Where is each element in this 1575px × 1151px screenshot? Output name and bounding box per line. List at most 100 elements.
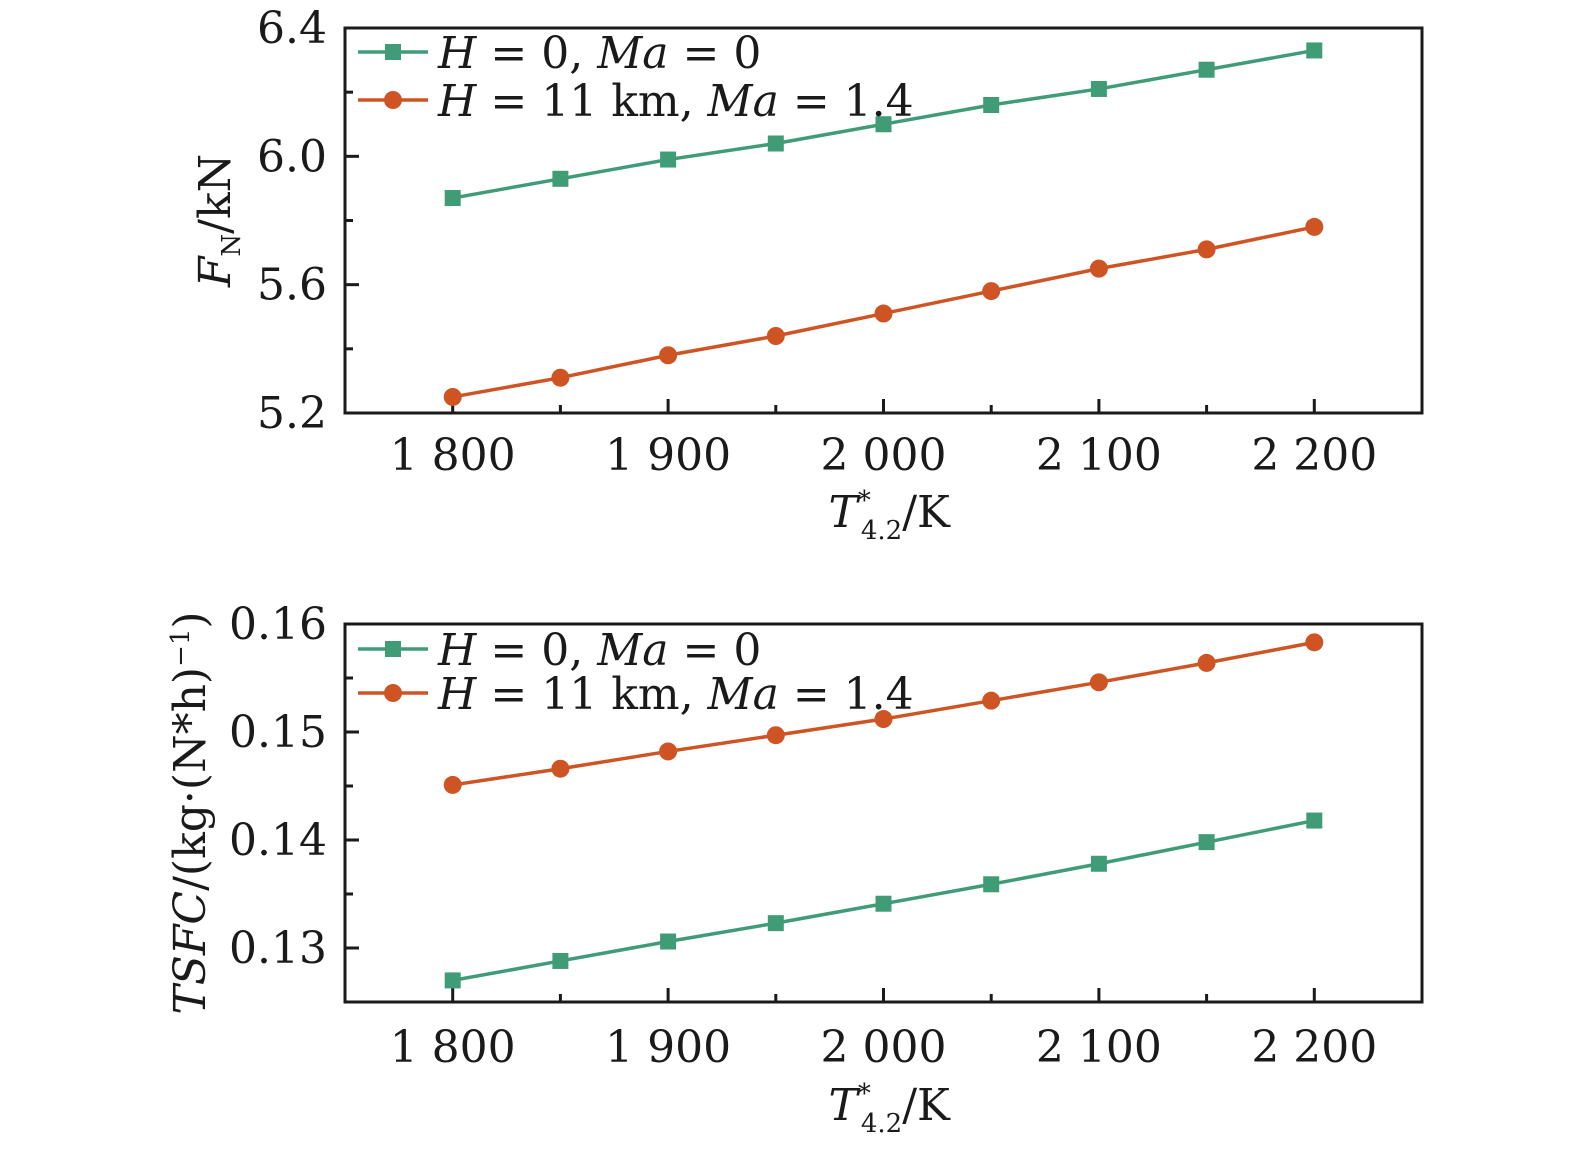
y-tick-label: 0.13 [229,923,327,974]
series-h0-ma0 [444,42,1323,207]
y-axis-superscript: −1 [166,629,196,667]
x-tick-label: 1 800 [390,430,516,481]
x-axis-superscript: * [858,486,871,516]
x-tick-label: 2 000 [821,430,947,481]
x-tick-label: 2 100 [1036,1022,1162,1073]
series-h11-ma14 [443,217,1324,406]
legend-label-part: = 11 km, [476,669,707,720]
data-point-square [875,116,892,133]
y-axis-unit: /(kg·(N*h) [165,667,216,891]
y-tick-label: 5.6 [257,260,327,311]
data-point-square [1090,855,1107,872]
legend-label: H = 11 km, Ma = 1.4 [437,76,914,127]
y-tick-label: 6.4 [257,3,327,54]
y-axis-title: FN/kN [190,154,247,288]
legend-label-part: H [437,28,478,79]
legend-label: H = 11 km, Ma = 1.4 [437,669,914,720]
data-point-circle [1305,633,1324,652]
data-point-square [444,190,461,207]
data-point-square [444,972,461,989]
legend-label-part: Ma [707,76,779,127]
y-tick-label: 6.0 [257,131,327,182]
x-tick-label: 2 100 [1036,430,1162,481]
x-axis-title: T* 4.2/K [829,486,952,546]
data-point-square [1198,834,1215,851]
y-axis-subscript: N [217,234,247,257]
data-point-square [1198,61,1215,78]
x-axis-subscript: 4.2 [861,1109,902,1139]
x-axis-title: T* 4.2/K [829,1079,952,1139]
legend-entry: H = 0, Ma = 0 [358,625,761,676]
data-point-square [1090,80,1107,97]
data-point-circle [551,368,570,387]
legend-entry: H = 0, Ma = 0 [358,28,761,79]
data-point-circle [659,742,678,761]
y-tick-label: 0.15 [229,707,327,758]
data-point-square [1306,42,1323,59]
legend-label-part: = 0, [476,625,597,676]
legend-circle-marker-icon [384,684,402,702]
legend-label-part: = 0 [668,28,761,79]
x-tick-label: 2 000 [821,1022,947,1073]
y-axis-symbol: F [190,255,241,288]
data-point-circle [1197,240,1216,259]
legend-label-part: H [437,76,478,127]
data-point-circle [659,346,678,365]
y-axis-close-paren: ) [165,611,216,628]
y-tick-label: 5.2 [257,388,327,439]
data-point-square [767,915,784,932]
data-point-circle [443,387,462,406]
data-point-circle [1197,653,1216,672]
data-point-square [552,170,569,187]
x-axis-unit: /K [902,487,951,538]
data-point-circle [1305,217,1324,236]
data-point-square [983,97,1000,113]
data-point-square [875,895,892,912]
data-point-circle [874,304,893,323]
series-h0-ma0 [444,812,1323,989]
data-point-circle [443,775,462,794]
x-tick-label: 1 800 [390,1022,516,1073]
data-point-circle [551,759,570,778]
thrust-chart-panel: 1 800 1 900 2 000 2 100 2 200 5.2 5.6 6.0 6.4 T* 4… [190,3,1424,546]
tsfc-chart-panel: 1 800 1 900 2 000 2 100 2 200 0.13 0.14 0.15 0.1… [165,599,1424,1139]
x-axis-superscript: * [858,1079,871,1109]
data-point-circle [766,327,785,345]
x-axis-symbol: T [829,487,862,538]
y-axis-unit: /kN [190,154,241,234]
data-point-circle [1089,259,1108,278]
y-tick-label: 0.14 [229,815,327,866]
x-tick-label: 1 900 [605,430,731,481]
x-tick-label: 1 900 [605,1022,731,1073]
x-axis-unit: /K [902,1080,951,1131]
legend-square-marker-icon [385,641,401,657]
legend-label-part: Ma [596,28,668,79]
data-point-square [767,135,784,152]
legend-label-part: = 1.4 [779,76,914,127]
data-point-square [552,952,569,969]
y-axis-title: TSFC/(kg·(N*h)−1) [165,611,216,1014]
series-h11-ma14 [443,633,1324,794]
legend-label: H = 0, Ma = 0 [437,625,761,676]
legend-label-part: = 0, [476,28,597,79]
legend-label-part: Ma [596,625,668,676]
data-point-circle [982,282,1001,301]
data-point-square [1306,812,1323,829]
data-point-square [660,151,677,168]
legend-entry: H = 11 km, Ma = 1.4 [358,76,914,127]
legend-label: H = 0, Ma = 0 [437,28,761,79]
data-point-circle [1089,673,1108,692]
y-axis-symbol: TSFC [165,891,216,1015]
legend-label-part: = 11 km, [476,76,707,127]
legend-entry: H = 11 km, Ma = 1.4 [358,669,914,720]
legend-label-part: H [437,625,478,676]
x-tick-label: 2 200 [1251,1022,1377,1073]
x-tick-label: 2 200 [1251,430,1377,481]
x-axis-symbol: T [829,1080,862,1131]
data-point-circle [766,726,785,745]
legend-square-marker-icon [385,44,401,60]
legend-label-part: = 1.4 [779,669,914,720]
data-point-circle [982,691,1001,710]
data-point-square [660,933,677,950]
